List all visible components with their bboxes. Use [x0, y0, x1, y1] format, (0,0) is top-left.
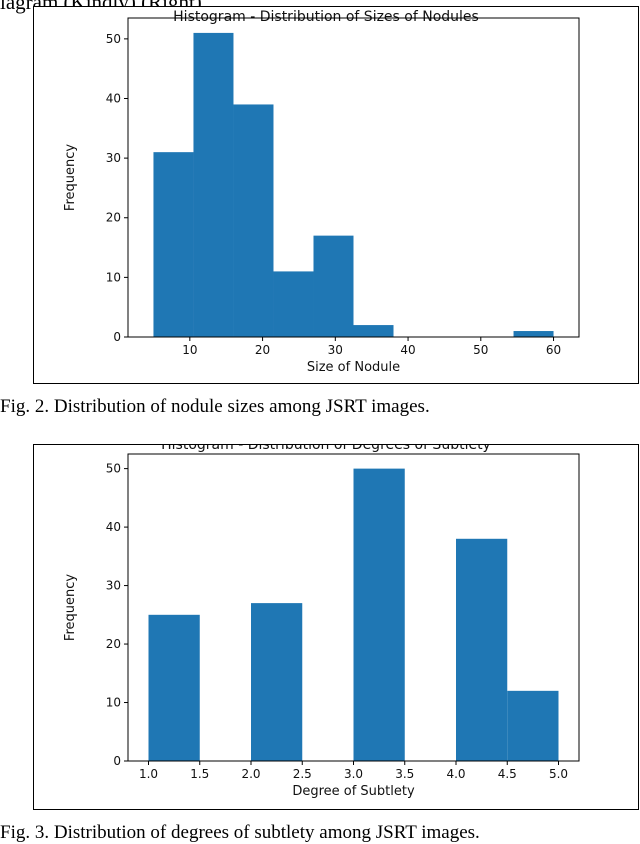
histogram-bar [513, 331, 554, 337]
y-tick-label: 50 [106, 32, 121, 46]
y-axis-label: Frequency [63, 144, 78, 211]
histogram-bar [353, 325, 394, 337]
figure-2-caption: Fig. 2. Distribution of nodule sizes amo… [0, 396, 430, 417]
figure-2-chart: Histogram - Distribution of Sizes of Nod… [63, 9, 580, 375]
plot-frame [127, 17, 580, 338]
y-tick-label: 30 [106, 579, 121, 593]
x-tick-label: 3.0 [344, 767, 363, 781]
y-tick-label: 50 [106, 462, 121, 476]
x-tick-label: 20 [255, 343, 270, 357]
y-tick-label: 10 [106, 696, 121, 710]
x-tick-label: 3.5 [395, 767, 414, 781]
histogram-bar [353, 468, 405, 761]
x-axis-label: Size of Nodule [307, 360, 400, 375]
histogram-bar [233, 104, 274, 337]
x-tick-label: 30 [328, 343, 343, 357]
x-tick-label: 1.5 [190, 767, 209, 781]
figure-3-cut-title: Histogram - Distribution of Degrees of S… [161, 445, 491, 453]
figure-2-cut-title: Histogram - Distribution of Sizes of Nod… [173, 9, 479, 25]
histogram-bar [251, 603, 303, 761]
y-tick-label: 30 [106, 151, 121, 165]
figure-2-box: Histogram - Distribution of Sizes of Nod… [33, 6, 639, 384]
y-tick-label: 20 [106, 637, 121, 651]
y-tick-label: 10 [106, 270, 121, 284]
x-tick-label: 2.0 [241, 767, 260, 781]
y-tick-label: 0 [113, 330, 121, 344]
figure-3-caption: Fig. 3. Distribution of degrees of subtl… [0, 822, 480, 843]
x-tick-label: 5.0 [549, 767, 568, 781]
x-tick-label: 50 [473, 343, 488, 357]
x-tick-label: 4.0 [446, 767, 465, 781]
histogram-bar [193, 32, 234, 337]
x-tick-label: 1.0 [139, 767, 158, 781]
histogram-bar [313, 235, 354, 337]
figure-3-box: Histogram - Distribution of Degrees of S… [33, 444, 639, 810]
histogram-bar [456, 538, 508, 761]
x-tick-label: 4.5 [498, 767, 517, 781]
y-tick-label: 40 [106, 91, 121, 105]
x-tick-label: 10 [182, 343, 197, 357]
y-axis-label: Frequency [63, 574, 78, 641]
histogram-bar [507, 690, 559, 761]
y-tick-label: 20 [106, 211, 121, 225]
x-tick-label: 40 [400, 343, 415, 357]
histogram-bar [148, 614, 200, 761]
y-tick-label: 0 [113, 754, 121, 768]
x-tick-label: 60 [546, 343, 561, 357]
histogram-bar [273, 271, 314, 337]
x-axis-label: Degree of Subtlety [292, 784, 415, 799]
y-tick-label: 40 [106, 520, 121, 534]
figure-3-chart: Histogram - Distribution of Degrees of S… [63, 445, 580, 799]
histogram-bar [153, 152, 194, 337]
x-tick-label: 2.5 [293, 767, 312, 781]
